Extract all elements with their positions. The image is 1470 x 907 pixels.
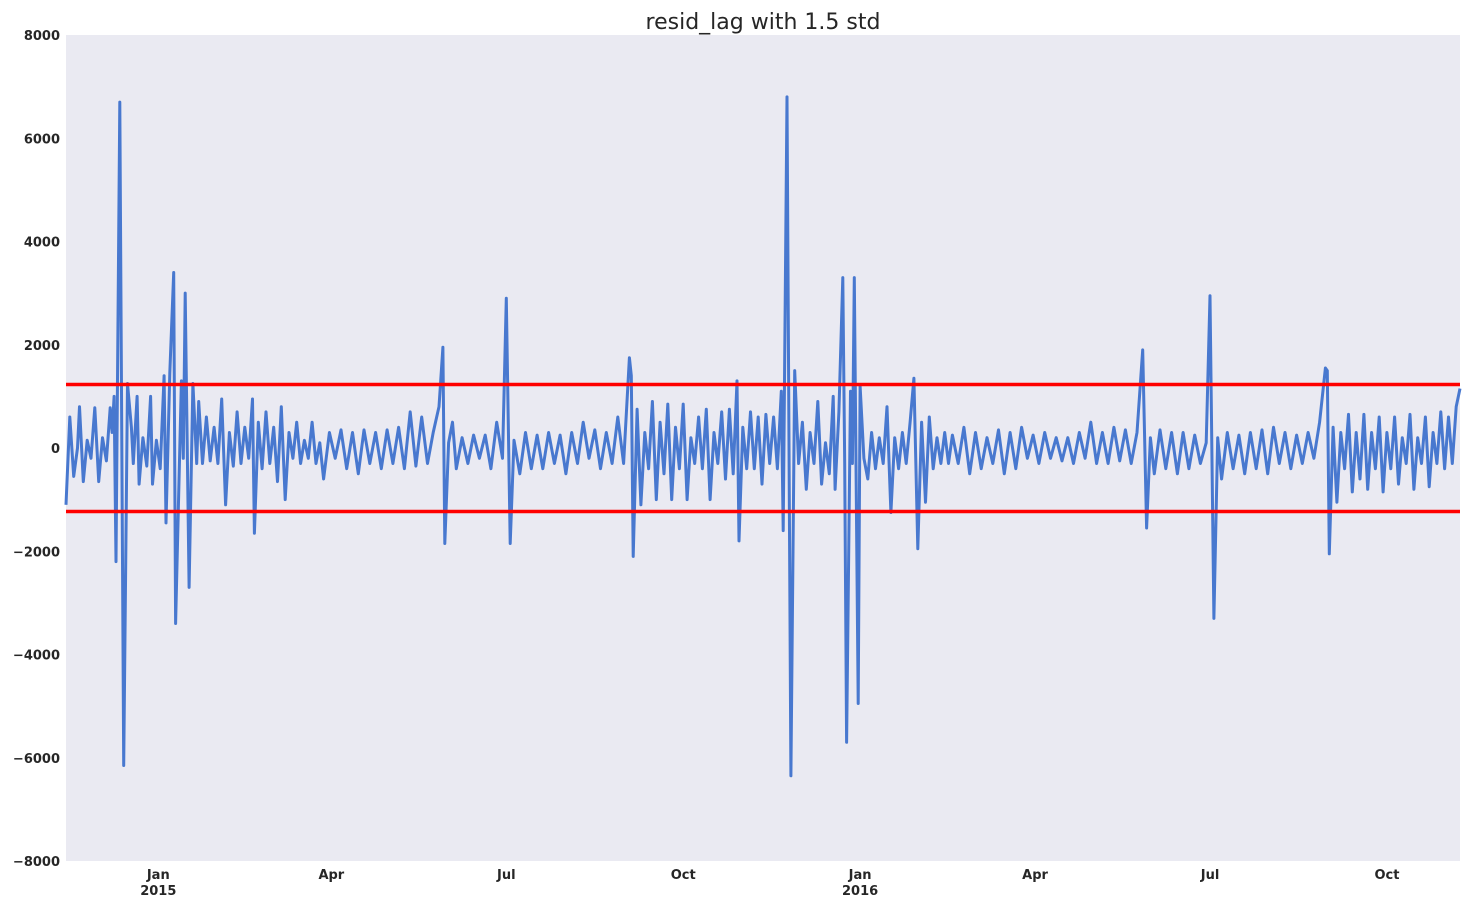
y-tick-label: 2000 — [24, 339, 60, 354]
y-tick-label: −6000 — [13, 752, 60, 767]
x-tick-year-label: 2015 — [140, 884, 176, 899]
series-line — [64, 95, 1462, 778]
y-tick-label: 4000 — [24, 236, 60, 251]
x-tick-label: Jan — [146, 868, 170, 883]
chart-title: resid_lag with 1.5 std — [646, 10, 881, 35]
x-tick-label: Oct — [671, 868, 696, 883]
x-tick-label: Apr — [1022, 868, 1048, 883]
y-tick-label: 8000 — [24, 29, 60, 44]
y-axis: −8000 −6000 −4000 −2000 0 2000 4000 6000 8000 — [13, 29, 60, 870]
threshold-lines — [66, 382, 1460, 514]
y-tick-label: −4000 — [13, 649, 60, 664]
x-tick-label: Apr — [318, 868, 344, 883]
y-tick-label: −8000 — [13, 855, 60, 870]
x-tick-label: Jul — [1200, 868, 1220, 883]
y-tick-label: 0 — [51, 442, 60, 457]
y-tick-label: −2000 — [13, 545, 60, 560]
x-tick-year-label: 2016 — [842, 884, 878, 899]
y-tick-label: 6000 — [24, 132, 60, 147]
x-tick-label: Jan — [848, 868, 872, 883]
x-tick-label: Oct — [1374, 868, 1399, 883]
x-tick-label: Jul — [496, 868, 516, 883]
